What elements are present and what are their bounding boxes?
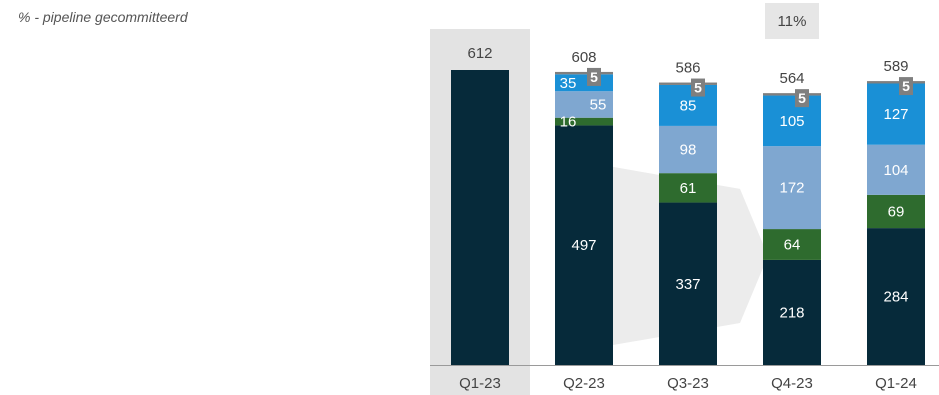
bar-segment (659, 202, 717, 365)
bar-value-label: 172 (779, 180, 804, 197)
bar-segment (555, 91, 613, 118)
small-value-label: 5 (798, 90, 806, 106)
bar-value-label: 104 (883, 162, 908, 179)
bar-value-label: 98 (680, 142, 697, 159)
bar-segment (763, 146, 821, 230)
bar-value-label: 85 (680, 97, 697, 114)
bar-segment (763, 93, 821, 96)
bar-value-label: 61 (680, 180, 697, 197)
bar-total-label: 564 (779, 70, 804, 87)
bar-segment (659, 82, 717, 85)
bar-segment (763, 259, 821, 365)
bar-value-label: 284 (883, 289, 908, 306)
bar-value-label: 69 (888, 203, 905, 220)
bar-value-label: 16 (560, 114, 577, 131)
bar-segment (763, 229, 821, 260)
bar-value-label: 35 (560, 75, 577, 92)
small-value-tag (691, 78, 705, 97)
bar-segment (867, 81, 925, 84)
x-tick-label: Q1-24 (875, 375, 917, 392)
x-tick-label: Q3-23 (667, 375, 709, 392)
small-value-tag (795, 89, 809, 108)
bar-value-label: 218 (779, 304, 804, 321)
bar-segment (867, 228, 925, 365)
bar-segment (867, 83, 925, 145)
bar-segment (659, 84, 717, 126)
x-tick-label: Q1-23 (459, 375, 501, 392)
callout-label: 11% (778, 13, 807, 30)
small-value-tag (587, 67, 601, 86)
bar-value-label: 64 (784, 236, 801, 253)
bar-total-label: 608 (571, 49, 596, 66)
bar-value-label: 105 (779, 113, 804, 130)
bar-value-label: 497 (571, 237, 596, 254)
bar-total-label: 589 (883, 58, 908, 75)
bar-segment (867, 194, 925, 229)
small-value-label: 5 (694, 80, 702, 96)
bar-segment (763, 95, 821, 147)
bar-value-label: 337 (675, 276, 700, 293)
bar-segment (555, 71, 613, 75)
small-value-tag (899, 77, 913, 96)
bar-total-label: 586 (675, 60, 700, 77)
small-value-label: 5 (902, 78, 910, 94)
bar-segment (659, 125, 717, 174)
small-value-label: 5 (590, 69, 598, 85)
bar-segment (555, 117, 613, 126)
x-tick-label: Q2-23 (563, 375, 605, 392)
bar-segment (555, 125, 613, 365)
bar-segment (451, 70, 509, 365)
bar-value-label: 55 (590, 96, 607, 113)
chart-subtitle: % - pipeline gecommitteerd (18, 9, 188, 25)
bar-segment (659, 173, 717, 203)
x-tick-label: Q4-23 (771, 375, 813, 392)
bar-total-label: 612 (467, 45, 492, 62)
bar-layer (451, 67, 925, 365)
bar-value-label: 127 (883, 106, 908, 123)
bar-segment (867, 144, 925, 195)
callout-box (765, 3, 819, 39)
